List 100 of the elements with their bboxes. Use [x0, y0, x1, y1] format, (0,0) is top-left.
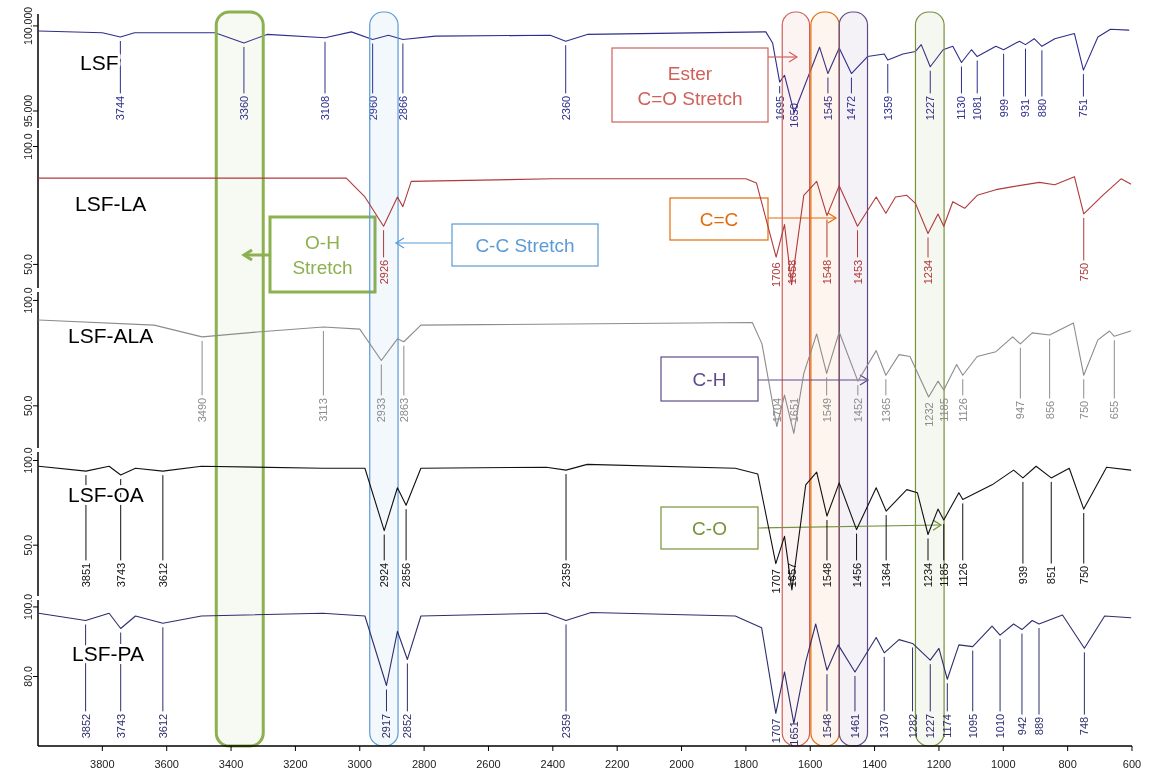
annotation: 1130 [955, 96, 968, 120]
x-tick-label: 600 [1122, 758, 1142, 770]
annotation: 1126 [956, 563, 969, 587]
annotation: 1232 [922, 402, 935, 427]
y-tick-label: 100.0 [22, 447, 34, 474]
annotation: 3113 [317, 398, 330, 422]
annotation: 3743 [114, 713, 127, 739]
annotation: 750 [1077, 262, 1090, 282]
annotation: 1707 [769, 718, 782, 744]
annotation: 1370 [878, 713, 891, 739]
annotation: 1365 [879, 397, 892, 423]
y-tick-label: 100.0 [22, 287, 34, 314]
x-tick-label: 3800 [90, 758, 115, 770]
band-label: O-H Stretch [292, 232, 353, 278]
annotation: 3612 [156, 713, 169, 739]
annotation: 1545 [821, 95, 834, 121]
annotation: 1227 [924, 713, 937, 739]
annotation: 750 [1077, 565, 1090, 585]
annotation: 2926 [377, 259, 390, 285]
x-tick-label: 3400 [218, 758, 244, 770]
annotation: 1359 [881, 95, 894, 121]
x-tick-label: 800 [1058, 758, 1077, 770]
annotation: 942 [1015, 716, 1028, 736]
band-label: C-O [692, 518, 727, 539]
annotation: 748 [1078, 716, 1091, 736]
line-series [38, 319, 1132, 434]
annotation: 1185 [937, 563, 950, 587]
annotation: 1234 [922, 562, 934, 588]
y-tick-label: 100.000 [22, 6, 34, 45]
annotation: 1282 [906, 713, 919, 739]
y-tick-label: 80.0 [22, 666, 34, 687]
annotation: 2359 [560, 713, 573, 739]
annotation: 2933 [375, 397, 388, 423]
annotation: 1185 [937, 398, 950, 422]
x-tick-label: 2400 [540, 758, 566, 770]
annotation: 3852 [79, 713, 92, 739]
annotation: 931 [1019, 98, 1032, 118]
annotation: 3360 [237, 95, 250, 121]
annotation: 1650 [788, 103, 801, 128]
annotation: 1461 [848, 713, 861, 739]
annotation: 851 [1045, 565, 1058, 585]
annotation: 1095 [966, 713, 979, 739]
y-tick-label: 95.000 [22, 94, 34, 128]
annotation: 1695 [773, 95, 786, 121]
annotation: 2360 [559, 95, 572, 121]
annotation: 2960 [366, 95, 379, 121]
annotation: 1651 [787, 721, 800, 746]
band-label: C-H [692, 369, 727, 390]
annotation: 1651 [787, 397, 800, 423]
annotation: 2863 [397, 397, 410, 423]
annotation: 2852 [401, 713, 414, 739]
y-tick-label: 100.0 [22, 593, 34, 621]
x-tick-label: 1000 [991, 758, 1016, 770]
annotation: 655 [1108, 400, 1121, 420]
annotation: 2924 [378, 562, 391, 588]
y-tick-label: 50.0 [22, 395, 34, 417]
annotation: 2917 [380, 713, 393, 739]
line-series [38, 176, 1132, 286]
line-series [38, 463, 1132, 591]
annotation: 880 [1035, 98, 1048, 118]
y-tick-label: 50.0 [22, 534, 34, 556]
x-tick-label: 3600 [154, 758, 179, 770]
annotation: 3851 [79, 562, 92, 588]
x-tick-label: 2800 [411, 758, 437, 770]
annotation: 1227 [924, 95, 937, 121]
x-tick-label: 1400 [862, 758, 887, 770]
x-tick-label: 1800 [733, 758, 759, 770]
annotation: 1658 [785, 259, 798, 285]
annotation: 3108 [319, 95, 332, 121]
annotation: 2866 [396, 95, 409, 121]
annotation: 1453 [851, 259, 864, 285]
annotation: 1010 [994, 713, 1007, 739]
annotation: 1548 [820, 259, 833, 285]
annotation: 1548 [820, 713, 833, 739]
band-label: C-C Stretch [475, 235, 575, 256]
annotation: 750 [1077, 400, 1090, 420]
annotation: 999 [997, 98, 1010, 118]
annotation: 1706 [770, 262, 783, 287]
annotation: 939 [1016, 565, 1029, 585]
annotation: 751 [1077, 98, 1090, 118]
annotation: 1174 [941, 714, 954, 738]
y-tick-label: 50.0 [22, 254, 34, 275]
annotation: 947 [1014, 400, 1027, 420]
series-label: LSF-ALA [68, 324, 154, 347]
annotation: 2856 [400, 562, 413, 588]
x-tick-label: 3000 [347, 758, 373, 770]
annotation: 1549 [820, 397, 833, 423]
series-label: LSF [80, 51, 119, 74]
annotation: 1126 [956, 398, 969, 422]
annotation: 1456 [850, 562, 863, 588]
annotation: 1472 [845, 95, 858, 121]
annotation: 1364 [880, 562, 893, 588]
annotation: 856 [1043, 400, 1056, 420]
annotation: 889 [1033, 716, 1046, 736]
x-tick-label: 3200 [283, 758, 308, 770]
annotation: 3490 [196, 397, 209, 423]
y-tick-label: 100.0 [22, 133, 34, 160]
band-label: C=C [699, 209, 739, 230]
annotation: 1234 [922, 259, 934, 285]
x-tick-label: 2200 [604, 758, 630, 770]
